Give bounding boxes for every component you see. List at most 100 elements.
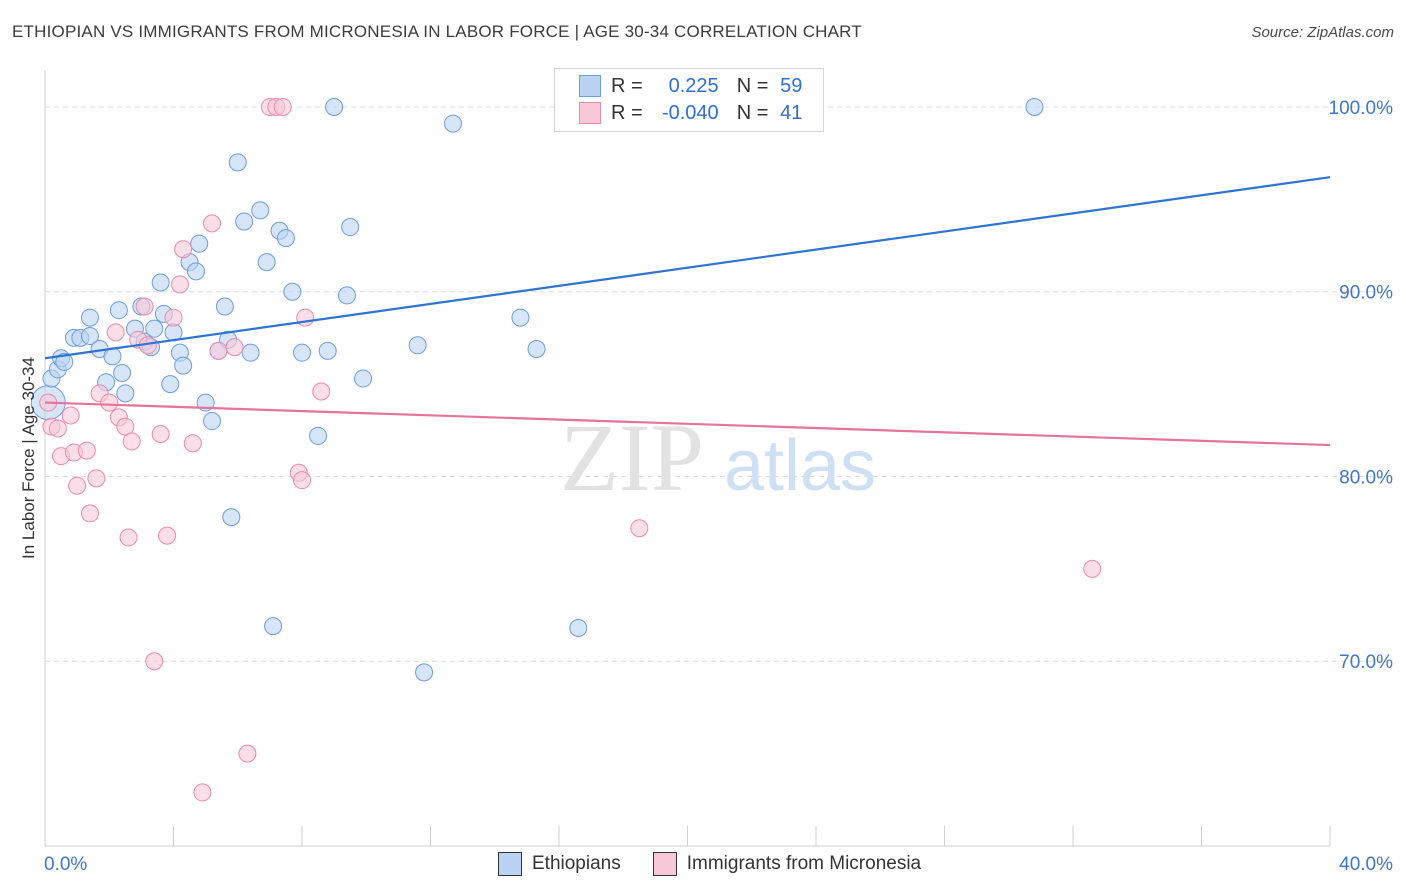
legend-swatch-ethiopians bbox=[579, 75, 601, 97]
point-ethiopians bbox=[283, 282, 302, 301]
point-micronesia bbox=[151, 424, 170, 443]
point-micronesia bbox=[164, 308, 183, 327]
point-ethiopians bbox=[318, 341, 337, 360]
point-ethiopians bbox=[151, 273, 170, 292]
legend-n-label: N = bbox=[736, 101, 769, 124]
x-tick-label: 0.0% bbox=[44, 854, 87, 875]
point-ethiopians bbox=[354, 369, 373, 388]
point-ethiopians bbox=[113, 364, 132, 383]
point-ethiopians bbox=[174, 356, 193, 375]
series-legend: Ethiopians Immigrants from Micronesia bbox=[498, 852, 953, 876]
point-micronesia bbox=[193, 783, 212, 802]
point-ethiopians bbox=[222, 508, 241, 527]
point-micronesia bbox=[68, 476, 87, 495]
point-micronesia bbox=[1083, 559, 1102, 578]
legend-r-label: R = bbox=[611, 74, 643, 97]
point-ethiopians bbox=[276, 229, 295, 248]
point-ethiopians bbox=[443, 114, 462, 133]
series-legend-item-micronesia: Immigrants from Micronesia bbox=[652, 852, 922, 876]
series-legend-swatch-micronesia bbox=[652, 852, 677, 876]
point-ethiopians bbox=[325, 97, 344, 116]
point-ethiopians bbox=[215, 297, 234, 316]
point-ethiopians bbox=[264, 617, 283, 636]
point-ethiopians bbox=[511, 308, 530, 327]
point-micronesia bbox=[296, 308, 315, 327]
legend-r-label: R = bbox=[611, 101, 643, 124]
stats-legend: R = 0.225 N = 59 R = -0.040 N = 41 bbox=[554, 68, 824, 132]
chart-title: ETHIOPIAN VS IMMIGRANTS FROM MICRONESIA … bbox=[12, 22, 862, 41]
legend-n-value-ethiopians: 59 bbox=[780, 74, 803, 97]
legend-swatch-micronesia bbox=[579, 102, 601, 124]
point-micronesia bbox=[293, 471, 311, 490]
point-micronesia bbox=[100, 393, 119, 412]
point-ethiopians bbox=[55, 352, 74, 371]
point-ethiopians bbox=[241, 343, 260, 362]
y-axis-label: In Labor Force | Age 30-34 bbox=[19, 357, 38, 559]
point-ethiopians bbox=[527, 339, 546, 358]
series-legend-label-ethiopians: Ethiopians bbox=[532, 853, 621, 874]
trend-line-ethiopians bbox=[44, 176, 1331, 360]
point-ethiopians bbox=[341, 218, 360, 237]
point-ethiopians bbox=[408, 336, 427, 355]
y-tick-label: 90.0% bbox=[1339, 283, 1393, 304]
legend-r-value-ethiopians: 0.225 bbox=[668, 74, 719, 97]
series-legend-swatch-ethiopians bbox=[498, 852, 522, 876]
point-micronesia bbox=[80, 504, 99, 523]
point-micronesia bbox=[174, 240, 193, 259]
axis-layer bbox=[44, 70, 1331, 847]
point-micronesia bbox=[158, 526, 177, 545]
point-micronesia bbox=[312, 382, 331, 401]
legend-n-value-micronesia: 41 bbox=[780, 101, 803, 124]
legend-n-label: N = bbox=[736, 74, 769, 97]
point-micronesia bbox=[135, 297, 154, 316]
point-ethiopians bbox=[145, 319, 164, 338]
point-ethiopians bbox=[109, 301, 128, 320]
trend-layer bbox=[44, 176, 1331, 447]
point-ethiopians bbox=[251, 201, 270, 220]
point-ethiopians bbox=[235, 212, 254, 231]
point-ethiopians bbox=[1025, 97, 1044, 116]
grid-layer bbox=[45, 106, 1388, 662]
point-micronesia bbox=[48, 419, 67, 438]
point-micronesia bbox=[61, 406, 80, 425]
point-ethiopians bbox=[80, 308, 99, 327]
trend-line-micronesia bbox=[44, 401, 1331, 447]
point-ethiopians bbox=[190, 234, 209, 253]
point-ethiopians bbox=[203, 412, 222, 431]
legend-row-micronesia: R = -0.040 N = 41 bbox=[579, 100, 802, 126]
point-micronesia bbox=[273, 97, 292, 116]
point-ethiopians bbox=[337, 286, 356, 305]
point-micronesia bbox=[77, 441, 96, 460]
point-ethiopians bbox=[161, 375, 180, 394]
point-ethiopians bbox=[116, 384, 135, 403]
x-tick-label: 40.0% bbox=[1339, 854, 1393, 875]
series-legend-item-ethiopians: Ethiopians bbox=[498, 852, 621, 876]
point-ethiopians bbox=[309, 426, 328, 445]
legend-r-value-micronesia: -0.040 bbox=[661, 101, 719, 124]
point-ethiopians bbox=[569, 618, 588, 637]
point-ethiopians bbox=[257, 253, 276, 272]
watermark: ZIP atlas bbox=[560, 404, 876, 511]
point-micronesia bbox=[106, 323, 125, 342]
series-legend-label-micronesia: Immigrants from Micronesia bbox=[686, 853, 922, 874]
y-tick-label: 100.0% bbox=[1329, 98, 1394, 119]
y-tick-label: 70.0% bbox=[1339, 652, 1393, 673]
point-ethiopians bbox=[80, 327, 99, 346]
legend-row-ethiopians: R = 0.225 N = 59 bbox=[579, 73, 802, 99]
point-micronesia bbox=[183, 434, 202, 453]
point-micronesia bbox=[119, 528, 138, 547]
point-ethiopians bbox=[186, 262, 205, 281]
point-micronesia bbox=[203, 214, 222, 233]
point-micronesia bbox=[630, 519, 649, 538]
point-micronesia bbox=[87, 469, 106, 488]
point-micronesia bbox=[145, 652, 164, 671]
point-micronesia bbox=[238, 744, 257, 763]
y-tick-label: 80.0% bbox=[1339, 467, 1393, 488]
point-micronesia bbox=[209, 341, 228, 360]
watermark-atlas: atlas bbox=[724, 426, 876, 506]
point-micronesia bbox=[170, 275, 189, 294]
label-layer: 70.0% 80.0% 90.0% 100.0% 0.0% 40.0% In Labor F… bbox=[19, 98, 1393, 875]
point-ethiopians bbox=[293, 343, 311, 362]
point-micronesia bbox=[122, 432, 141, 451]
